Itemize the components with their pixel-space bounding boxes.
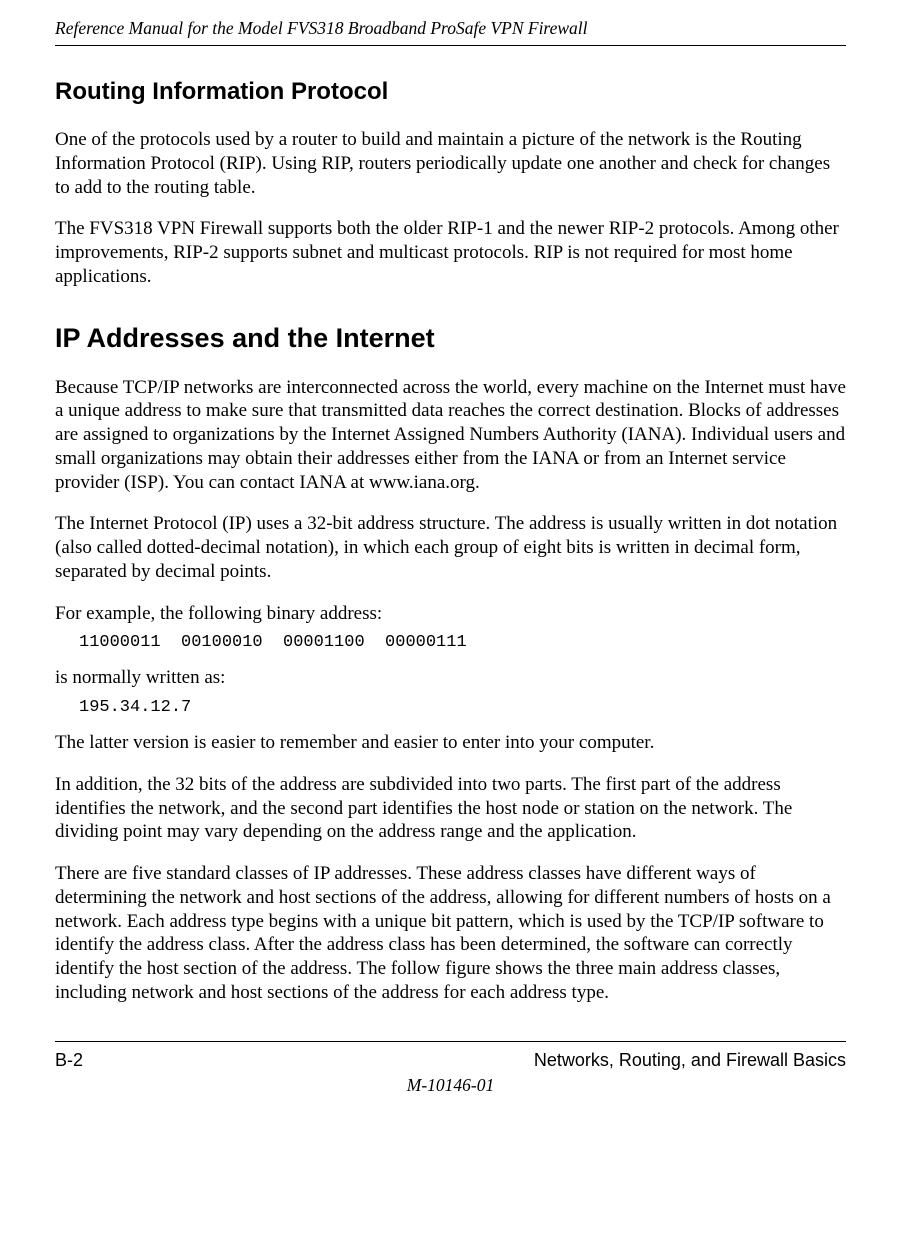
code-binary-address: 11000011 00100010 00001100 00000111 <box>79 633 846 652</box>
paragraph-ip-5: The latter version is easier to remember… <box>55 731 846 755</box>
document-id: M-10146-01 <box>55 1075 846 1096</box>
page-number: B-2 <box>55 1050 83 1071</box>
paragraph-rip-1: One of the protocols used by a router to… <box>55 128 846 199</box>
running-header: Reference Manual for the Model FVS318 Br… <box>55 18 846 46</box>
paragraph-ip-2: The Internet Protocol (IP) uses a 32-bit… <box>55 512 846 583</box>
heading-ip: IP Addresses and the Internet <box>55 323 846 354</box>
paragraph-ip-1: Because TCP/IP networks are interconnect… <box>55 376 846 495</box>
footer: B-2 Networks, Routing, and Firewall Basi… <box>55 1041 846 1096</box>
section-title: Networks, Routing, and Firewall Basics <box>534 1050 846 1071</box>
page: Reference Manual for the Model FVS318 Br… <box>0 0 901 1106</box>
paragraph-rip-2: The FVS318 VPN Firewall supports both th… <box>55 217 846 288</box>
paragraph-ip-6: In addition, the 32 bits of the address … <box>55 773 846 844</box>
paragraph-ip-7: There are five standard classes of IP ad… <box>55 862 846 1005</box>
paragraph-ip-3: For example, the following binary addres… <box>55 602 846 626</box>
code-decimal-address: 195.34.12.7 <box>79 698 846 717</box>
heading-rip: Routing Information Protocol <box>55 78 846 106</box>
footer-line-1: B-2 Networks, Routing, and Firewall Basi… <box>55 1050 846 1071</box>
paragraph-ip-4: is normally written as: <box>55 666 846 690</box>
